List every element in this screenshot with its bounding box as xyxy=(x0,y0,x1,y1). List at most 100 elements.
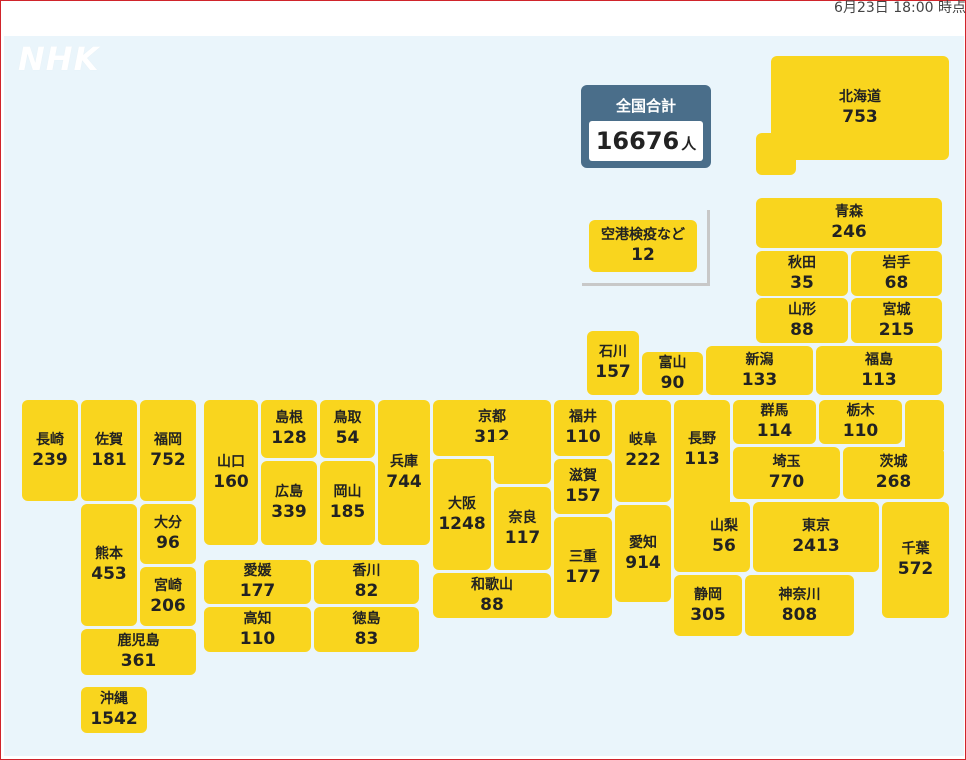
pref-ishikawa[interactable]: 石川 157 xyxy=(587,331,639,395)
pref-kyoto-ext xyxy=(494,440,551,484)
airport-divider-vertical xyxy=(707,210,710,285)
pref-kagawa[interactable]: 香川 82 xyxy=(314,560,419,604)
pref-name: 滋賀 xyxy=(569,467,597,484)
pref-count: 744 xyxy=(386,471,422,492)
pref-oita[interactable]: 大分 96 xyxy=(140,504,196,564)
pref-fukui[interactable]: 福井 110 xyxy=(554,400,612,456)
pref-saitama[interactable]: 埼玉 770 xyxy=(733,447,840,499)
pref-count: 914 xyxy=(625,552,661,573)
pref-name: 長崎 xyxy=(36,431,64,448)
pref-shiga[interactable]: 滋賀 157 xyxy=(554,459,612,514)
pref-shimane[interactable]: 島根 128 xyxy=(261,400,317,458)
pref-fukushima[interactable]: 福島 113 xyxy=(816,346,942,395)
pref-count: 160 xyxy=(213,471,249,492)
pref-name: 京都 xyxy=(478,409,506,425)
pref-kochi[interactable]: 高知 110 xyxy=(204,607,311,652)
airport-divider-horizontal xyxy=(582,283,710,286)
pref-gifu[interactable]: 岐阜 222 xyxy=(615,400,671,502)
pref-count: 572 xyxy=(897,559,934,579)
pref-okinawa[interactable]: 沖縄 1542 xyxy=(81,687,147,733)
pref-name: 奈良 xyxy=(508,509,537,526)
pref-ibaraki[interactable]: 茨城 268 xyxy=(843,447,944,499)
pref-tochigi[interactable]: 栃木 110 xyxy=(819,400,902,444)
pref-airport[interactable]: 空港検疫など 12 xyxy=(589,220,697,272)
pref-count: 114 xyxy=(756,421,793,441)
pref-fukuoka[interactable]: 福岡 752 xyxy=(140,400,196,501)
pref-kagoshima[interactable]: 鹿児島 361 xyxy=(81,629,196,675)
pref-count: 177 xyxy=(565,566,601,587)
pref-okayama[interactable]: 岡山 185 xyxy=(320,461,375,545)
pref-count: 181 xyxy=(91,449,127,470)
pref-count: 35 xyxy=(790,272,814,293)
pref-name: 東京 xyxy=(802,518,830,534)
national-total-unit: 人 xyxy=(681,135,697,153)
pref-name: 大分 xyxy=(154,515,182,531)
pref-name: 茨城 xyxy=(879,454,908,470)
pref-toyama[interactable]: 富山 90 xyxy=(642,352,703,395)
pref-chiba[interactable]: 千葉 572 xyxy=(882,502,949,618)
pref-miyagi[interactable]: 宮城 215 xyxy=(851,298,942,343)
pref-count: 96 xyxy=(156,533,180,553)
pref-count: 56 xyxy=(712,536,736,556)
pref-count: 305 xyxy=(690,604,726,625)
pref-count: 133 xyxy=(741,369,778,390)
pref-yamagata[interactable]: 山形 88 xyxy=(756,298,848,343)
pref-wakayama[interactable]: 和歌山 88 xyxy=(433,573,551,618)
pref-nara[interactable]: 奈良 117 xyxy=(494,487,551,570)
pref-tokushima[interactable]: 徳島 83 xyxy=(314,607,419,652)
pref-tokyo[interactable]: 東京 2413 xyxy=(753,502,879,572)
pref-count: 110 xyxy=(239,628,276,649)
pref-gunma[interactable]: 群馬 114 xyxy=(733,400,816,444)
pref-aomori[interactable]: 青森 246 xyxy=(756,198,942,248)
pref-name: 兵庫 xyxy=(390,453,418,470)
pref-count: 453 xyxy=(91,564,127,584)
pref-count: 82 xyxy=(354,581,379,601)
pref-name: 沖縄 xyxy=(100,691,128,707)
pref-hiroshima[interactable]: 広島 339 xyxy=(261,461,317,545)
pref-name: 福井 xyxy=(569,409,597,425)
pref-yamanashi[interactable]: 山梨 56 xyxy=(698,502,750,572)
pref-nagasaki[interactable]: 長崎 239 xyxy=(22,400,78,501)
pref-hyogo[interactable]: 兵庫 744 xyxy=(378,400,430,545)
pref-count: 361 xyxy=(120,651,157,671)
pref-name: 宮城 xyxy=(882,301,911,318)
pref-name: 愛知 xyxy=(629,534,657,551)
pref-count: 157 xyxy=(595,362,631,382)
pref-niigata[interactable]: 新潟 133 xyxy=(706,346,813,395)
pref-count: 157 xyxy=(565,485,601,506)
pref-yamaguchi[interactable]: 山口 160 xyxy=(204,400,258,545)
pref-ibaraki-top xyxy=(905,400,944,450)
pref-count: 339 xyxy=(271,502,307,522)
pref-aichi[interactable]: 愛知 914 xyxy=(615,505,671,602)
pref-hokkaido[interactable]: 北海道 753 xyxy=(771,56,949,160)
pref-count: 2413 xyxy=(792,536,840,556)
pref-name: 北海道 xyxy=(839,89,881,105)
pref-count: 110 xyxy=(842,421,879,441)
pref-count: 752 xyxy=(150,449,186,470)
pref-name: 高知 xyxy=(243,610,272,627)
pref-mie[interactable]: 三重 177 xyxy=(554,517,612,618)
pref-miyazaki[interactable]: 宮崎 206 xyxy=(140,567,196,626)
pref-kumamoto[interactable]: 熊本 453 xyxy=(81,504,137,626)
pref-count: 128 xyxy=(271,428,307,448)
pref-ehime[interactable]: 愛媛 177 xyxy=(204,560,311,604)
pref-name: 山口 xyxy=(217,453,245,470)
pref-akita[interactable]: 秋田 35 xyxy=(756,251,848,296)
pref-count: 246 xyxy=(831,222,867,242)
update-timestamp: 6月23日 18:00 時点 xyxy=(834,0,966,16)
pref-count: 83 xyxy=(354,628,379,649)
pref-tottori[interactable]: 鳥取 54 xyxy=(320,400,375,458)
pref-count: 222 xyxy=(625,450,661,470)
pref-name: 岐阜 xyxy=(629,432,657,448)
pref-name: 福岡 xyxy=(154,431,182,448)
pref-iwate[interactable]: 岩手 68 xyxy=(851,251,942,296)
pref-name: 石川 xyxy=(599,344,627,360)
pref-count: 88 xyxy=(480,594,504,615)
pref-shizuoka[interactable]: 静岡 305 xyxy=(674,575,742,636)
pref-name: 静岡 xyxy=(694,586,722,603)
pref-count: 1542 xyxy=(90,709,138,729)
pref-name: 空港検疫など xyxy=(601,227,685,243)
pref-saga[interactable]: 佐賀 181 xyxy=(81,400,137,501)
pref-osaka[interactable]: 大阪 1248 xyxy=(433,459,491,570)
pref-kanagawa[interactable]: 神奈川 808 xyxy=(745,575,854,636)
